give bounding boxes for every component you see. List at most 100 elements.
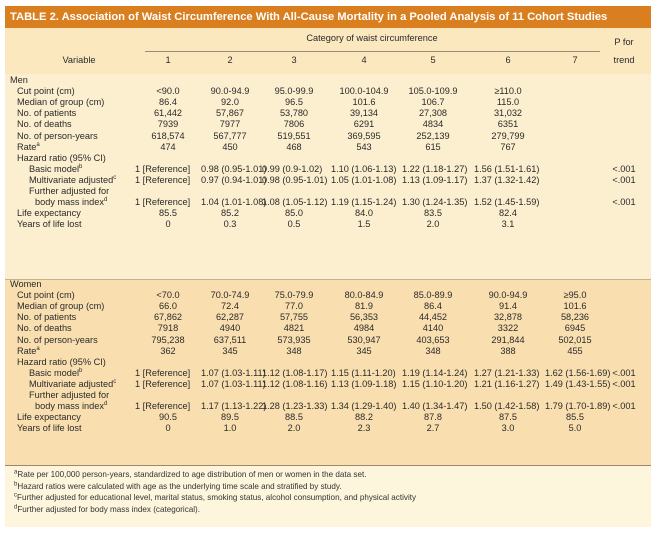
men-cell: 1.10 (1.06-1.13) <box>331 163 397 174</box>
men-cell: 252,139 <box>416 130 450 141</box>
men-cell: 1.22 (1.18-1.27) <box>402 163 468 174</box>
men-cell: 6351 <box>497 119 519 130</box>
men-cell: 1.19 (1.15-1.24) <box>331 197 397 208</box>
women-cell: 573,935 <box>277 334 311 345</box>
men-cell: 0.99 (0.9-1.02) <box>262 163 323 174</box>
women-cell: 80.0-84.9 <box>344 290 384 301</box>
p-for-label: P for <box>614 37 634 47</box>
men-cell: 1.37 (1.32-1.42) <box>474 174 540 185</box>
footnote-divider <box>5 465 651 466</box>
women-cell: 1.15 (1.11-1.20) <box>331 367 396 378</box>
column-header: 5 <box>430 55 436 65</box>
men-cell: 4834 <box>422 119 444 130</box>
men-cell: 567,777 <box>213 130 247 141</box>
women-cell: 70.0-74.9 <box>210 290 250 301</box>
women-cell: 388 <box>500 345 516 356</box>
women-cell: 1.49 (1.43-1.55) <box>545 378 611 389</box>
men-p-value: <.001 <box>612 163 636 174</box>
men-cell: 767 <box>500 141 516 152</box>
variable-header: Variable <box>62 55 96 65</box>
women-cell: 32,878 <box>493 312 523 323</box>
men-row-label: Median of group (cm) <box>17 97 105 108</box>
women-cell: 1.07 (1.03-1.11) <box>201 378 266 389</box>
men-cell: 468 <box>286 141 302 152</box>
men-row-label: Ratea <box>17 141 40 152</box>
men-section <box>5 74 651 279</box>
women-p-value: <.001 <box>612 367 636 378</box>
men-row-label: Life expectancy <box>17 208 81 219</box>
women-cell: 1.17 (1.13-1.22) <box>201 401 267 412</box>
men-cell: 96.5 <box>285 97 303 108</box>
women-row-label: Life expectancy <box>17 412 81 423</box>
women-cell: 87.8 <box>424 412 442 423</box>
women-p-value: <.001 <box>612 378 636 389</box>
women-cell: 2.7 <box>426 423 440 434</box>
women-cell: 1.12 (1.08-1.16) <box>262 378 328 389</box>
women-cell: 1.62 (1.56-1.69) <box>545 367 611 378</box>
women-cell: 1 [Reference] <box>135 378 191 389</box>
men-cell: 85.0 <box>285 208 303 219</box>
women-cell: 89.5 <box>221 412 239 423</box>
men-cell: 53,780 <box>279 108 309 119</box>
men-cell: 1 [Reference] <box>135 174 191 185</box>
women-cell: 0 <box>165 423 171 434</box>
women-cell: 1.19 (1.14-1.24) <box>402 367 468 378</box>
men-cell: 85.5 <box>159 208 177 219</box>
men-cell: 543 <box>356 141 372 152</box>
women-cell: 87.5 <box>499 412 517 423</box>
men-cell: 615 <box>425 141 441 152</box>
men-cell: 83.5 <box>424 208 442 219</box>
women-row-label: Years of life lost <box>17 423 82 434</box>
men-cell: 0.98 (0.95-1.01) <box>262 174 328 185</box>
women-cell: 5.0 <box>568 423 582 434</box>
women-cell: 1.40 (1.34-1.47) <box>402 401 468 412</box>
column-header: 2 <box>227 55 233 65</box>
men-cell: 1.13 (1.09-1.17) <box>402 174 468 185</box>
women-cell: 348 <box>425 345 441 356</box>
men-row-label: body mass indexd <box>35 197 108 208</box>
women-cell: 1.13 (1.09-1.18) <box>331 378 397 389</box>
women-row-label: Hazard ratio (95% CI) <box>17 356 106 367</box>
men-row-label: Multivariate adjustedc <box>29 174 117 185</box>
women-cell: 1.50 (1.42-1.58) <box>474 401 540 412</box>
women-cell: 72.4 <box>221 301 239 312</box>
men-cell: 95.0-99.9 <box>274 86 314 97</box>
footnote: bHazard ratios were calculated with age … <box>14 480 342 491</box>
women-cell: 502,015 <box>558 334 592 345</box>
women-row-label: No. of deaths <box>17 323 72 334</box>
men-row-label: Hazard ratio (95% CI) <box>17 152 106 163</box>
women-row-label: Basic modelb <box>29 367 83 378</box>
men-cell: 0.5 <box>287 219 301 230</box>
men-cell: 105.0-109.9 <box>408 86 458 97</box>
men-cell: 92.0 <box>221 97 239 108</box>
women-cell: 1.12 (1.08-1.17) <box>262 367 328 378</box>
women-cell: 362 <box>160 345 176 356</box>
women-cell: 1 [Reference] <box>135 401 191 412</box>
column-header: 7 <box>572 55 578 65</box>
men-cell: 7806 <box>283 119 305 130</box>
women-row-label: Women <box>10 279 42 289</box>
women-section <box>5 279 651 465</box>
men-cell: 1.30 (1.24-1.35) <box>402 197 468 208</box>
women-cell: 3322 <box>497 323 519 334</box>
women-cell: 88.5 <box>285 412 303 423</box>
category-header: Category of waist circumference <box>306 33 438 43</box>
section-divider <box>5 279 651 280</box>
women-cell: 2.0 <box>287 423 301 434</box>
women-cell: 75.0-79.9 <box>274 290 314 301</box>
women-cell: 86.4 <box>424 301 442 312</box>
column-header: 1 <box>165 55 171 65</box>
men-cell: 31,032 <box>493 108 523 119</box>
men-cell: 1.04 (1.01-1.08) <box>201 197 267 208</box>
men-row-label: No. of deaths <box>17 119 72 130</box>
men-row-label: Men <box>10 75 28 85</box>
trend-label: trend <box>613 55 635 65</box>
women-cell: 85.0-89.9 <box>413 290 453 301</box>
women-cell: 58,236 <box>560 312 590 323</box>
column-header: 3 <box>291 55 297 65</box>
women-cell: 6945 <box>564 323 586 334</box>
women-cell: 403,653 <box>416 334 450 345</box>
men-cell: 1.56 (1.51-1.61) <box>474 163 540 174</box>
women-row-label: Ratea <box>17 345 40 356</box>
men-cell: 1 [Reference] <box>135 163 191 174</box>
